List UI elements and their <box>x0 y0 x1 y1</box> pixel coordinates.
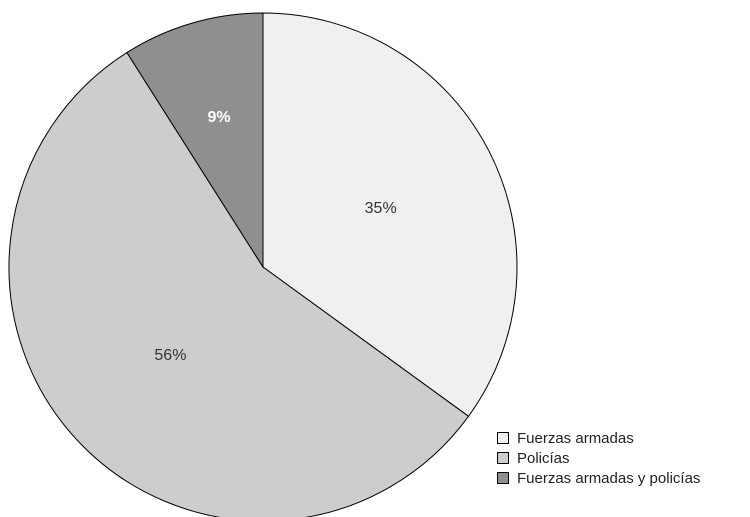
pie-labels: 35% 56% 9% <box>154 109 396 364</box>
pie-slice-fuerzas-armadas-y-policias <box>126 12 264 269</box>
legend-item-fuerzas-armadas: Fuerzas armadas <box>497 428 700 448</box>
legend-swatch-fuerzas-armadas <box>497 432 509 444</box>
legend-swatch-policias <box>497 452 509 464</box>
slice-label-policias: 56% <box>154 347 186 364</box>
legend-label-fuerzas-armadas: Fuerzas armadas <box>517 429 634 447</box>
legend-item-policias: Policías <box>497 448 700 468</box>
legend-item-fuerzas-armadas-y-policias: Fuerzas armadas y policías <box>497 468 700 488</box>
slice-label-fuerzas-armadas-y-policias: 9% <box>208 109 231 126</box>
legend-label-fuerzas-armadas-y-policias: Fuerzas armadas y policías <box>517 469 701 487</box>
pie-slice-fuerzas-armadas <box>262 12 518 417</box>
pie-slices <box>8 12 518 517</box>
slice-label-fuerzas-armadas: 35% <box>365 200 397 217</box>
legend-label-policias: Policías <box>517 449 570 467</box>
pie-slice-policias <box>8 51 470 517</box>
legend: Fuerzas armadas Policías Fuerzas armadas… <box>497 428 700 488</box>
legend-swatch-fuerzas-armadas-y-policias <box>497 472 509 484</box>
